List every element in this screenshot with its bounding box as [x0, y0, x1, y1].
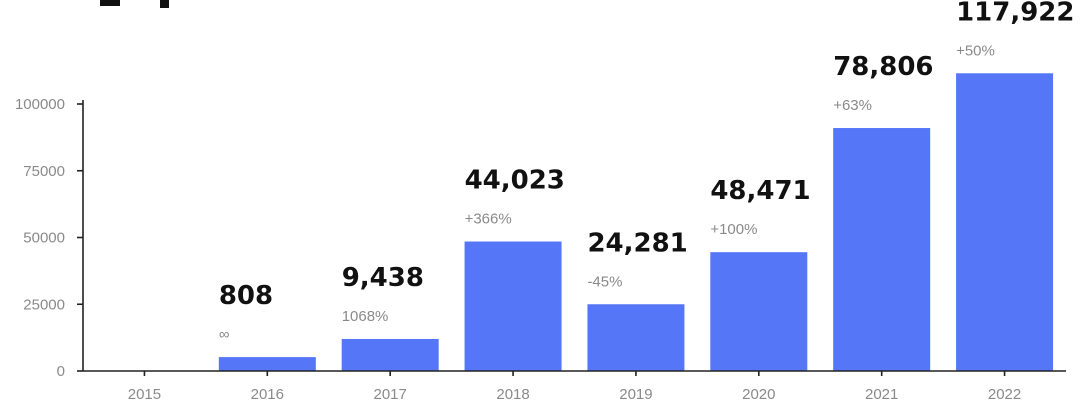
- change-label-2017: 1068%: [342, 308, 389, 325]
- value-label-2019: 24,281: [587, 228, 687, 258]
- x-tick-label-2019: 2019: [619, 386, 652, 403]
- change-label-2018: +366%: [465, 211, 512, 228]
- bar-2016: [218, 357, 316, 371]
- change-label-2016: ∞: [219, 326, 230, 343]
- y-tick-label-100000: 100000: [15, 96, 65, 113]
- bar-2019: [587, 304, 685, 371]
- change-label-2019: -45%: [587, 273, 622, 290]
- x-tick-label-2021: 2021: [865, 386, 898, 403]
- x-axis: [83, 370, 1066, 376]
- bar-2022: [956, 73, 1054, 372]
- x-tick-label-2020: 2020: [742, 386, 775, 403]
- value-label-2020: 48,471: [710, 176, 810, 206]
- y-axis: [77, 100, 84, 372]
- x-tick-label-2016: 2016: [251, 386, 284, 403]
- bar-2017: [341, 338, 439, 371]
- cropped-title-fragment: [100, 0, 169, 8]
- change-label-2020: +100%: [710, 221, 757, 238]
- y-tick-label-75000: 75000: [23, 163, 65, 180]
- y-ticks-layer: 0 25000 50000 75000 100000: [15, 96, 65, 380]
- bar-2021: [833, 128, 931, 371]
- y-tick-label-0: 0: [57, 363, 65, 380]
- change-label-2021: +63%: [833, 97, 872, 114]
- bars-layer: [218, 73, 1054, 372]
- y-tick-label-25000: 25000: [23, 296, 65, 313]
- value-label-2021: 78,806: [833, 52, 933, 82]
- value-label-2018: 44,023: [465, 166, 565, 196]
- value-label-2017: 9,438: [342, 263, 424, 293]
- x-ticks-layer: 2015 2016 2017 2018 2019 2020 2021 2022: [128, 386, 1022, 403]
- x-tick-label-2018: 2018: [496, 386, 529, 403]
- change-label-2022: +50%: [956, 42, 995, 59]
- x-tick-label-2017: 2017: [374, 386, 407, 403]
- bar-2018: [464, 241, 562, 371]
- bar-2020: [710, 252, 808, 371]
- value-labels-layer: 808 ∞ 9,438 1068% 44,023 +366% 24,281 -45% 48,47…: [219, 0, 1075, 343]
- value-label-2016: 808: [219, 281, 273, 311]
- value-label-2022: 117,922: [956, 0, 1074, 27]
- x-tick-label-2022: 2022: [988, 386, 1021, 403]
- x-tick-label-2015: 2015: [128, 386, 161, 403]
- y-tick-label-50000: 50000: [23, 230, 65, 247]
